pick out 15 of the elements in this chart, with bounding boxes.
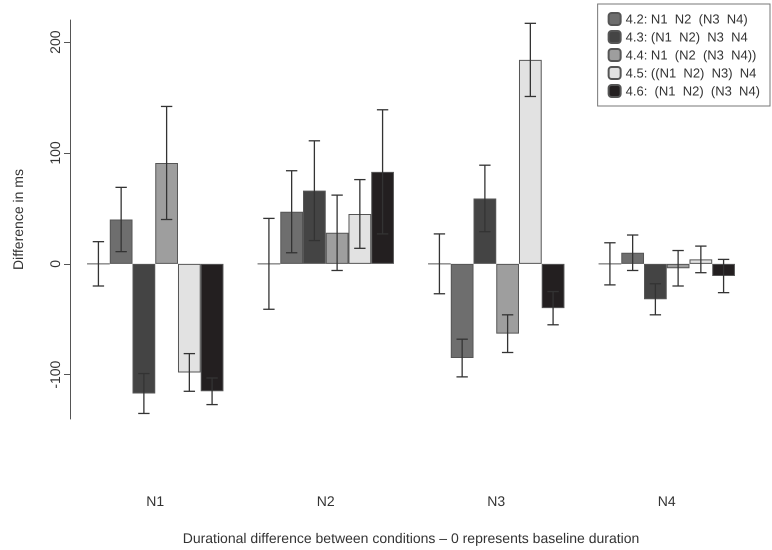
legend-label: 4.6: (N1 N2) (N3 N4) (626, 84, 760, 98)
y-tick-label: 0 (47, 260, 63, 268)
x-tick-label: N1 (146, 493, 164, 509)
legend-label: 4.5: ((N1 N2) N3) N4 (626, 66, 756, 80)
x-tick-label: N3 (487, 493, 506, 509)
y-tick-label: 100 (47, 141, 63, 165)
x-axis-title: Durational difference between conditions – 0 represents baseline duration (182, 530, 640, 546)
y-tick-label: -100 (47, 360, 63, 389)
legend-label: 4.3: (N1 N2) N3 N4 (626, 30, 748, 44)
x-tick-label: N2 (316, 493, 335, 509)
y-tick-label: 200 (47, 30, 63, 54)
legend-label: 4.4: N1 (N2 (N3 N4)) (626, 48, 756, 62)
y-axis-title: Difference in ms (10, 169, 26, 270)
legend-label: 4.2: N1 N2 (N3 N4) (626, 12, 748, 26)
x-tick-label: N4 (658, 493, 676, 509)
